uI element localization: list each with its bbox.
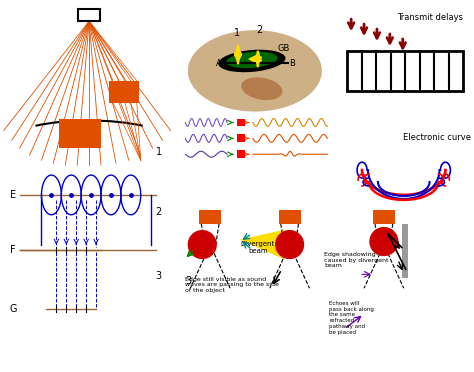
Text: Transmit delays: Transmit delays <box>397 13 463 22</box>
Bar <box>78 9 100 21</box>
Bar <box>279 210 301 224</box>
Ellipse shape <box>241 77 283 100</box>
Text: 1: 1 <box>155 147 162 157</box>
Text: 2: 2 <box>256 25 262 35</box>
Bar <box>109 81 139 103</box>
Bar <box>402 224 408 278</box>
Text: 3: 3 <box>155 271 162 281</box>
Bar <box>199 210 221 224</box>
Text: Divergent
beam: Divergent beam <box>241 241 275 254</box>
Ellipse shape <box>188 30 322 112</box>
Bar <box>237 134 245 142</box>
Bar <box>237 150 245 158</box>
Ellipse shape <box>218 50 285 72</box>
Bar <box>59 119 101 148</box>
Text: A: A <box>216 60 222 68</box>
Text: G: G <box>9 304 17 314</box>
Text: 3: 3 <box>185 276 191 286</box>
Circle shape <box>276 231 303 259</box>
Polygon shape <box>248 53 260 65</box>
Text: Echoes will
pass back along
the same
refracted
pathway and
be placed: Echoes will pass back along the same ref… <box>329 301 374 335</box>
Bar <box>373 210 395 224</box>
Ellipse shape <box>226 52 278 68</box>
Polygon shape <box>240 230 285 259</box>
Circle shape <box>370 228 398 256</box>
Bar <box>237 119 245 126</box>
Text: Edge shadowing
caused by divergent
beam: Edge shadowing caused by divergent beam <box>324 252 389 268</box>
Text: 1: 1 <box>234 28 240 38</box>
Text: Edge still visible as sound
waves are passing to the side
of the object: Edge still visible as sound waves are pa… <box>185 277 279 293</box>
Text: F: F <box>9 244 15 254</box>
Bar <box>347 51 463 91</box>
Text: 2: 2 <box>155 207 162 217</box>
Text: GB: GB <box>278 44 290 53</box>
Text: Electronic curve: Electronic curve <box>403 134 471 142</box>
Text: B: B <box>290 60 295 68</box>
Circle shape <box>188 231 216 259</box>
Text: E: E <box>9 190 16 200</box>
